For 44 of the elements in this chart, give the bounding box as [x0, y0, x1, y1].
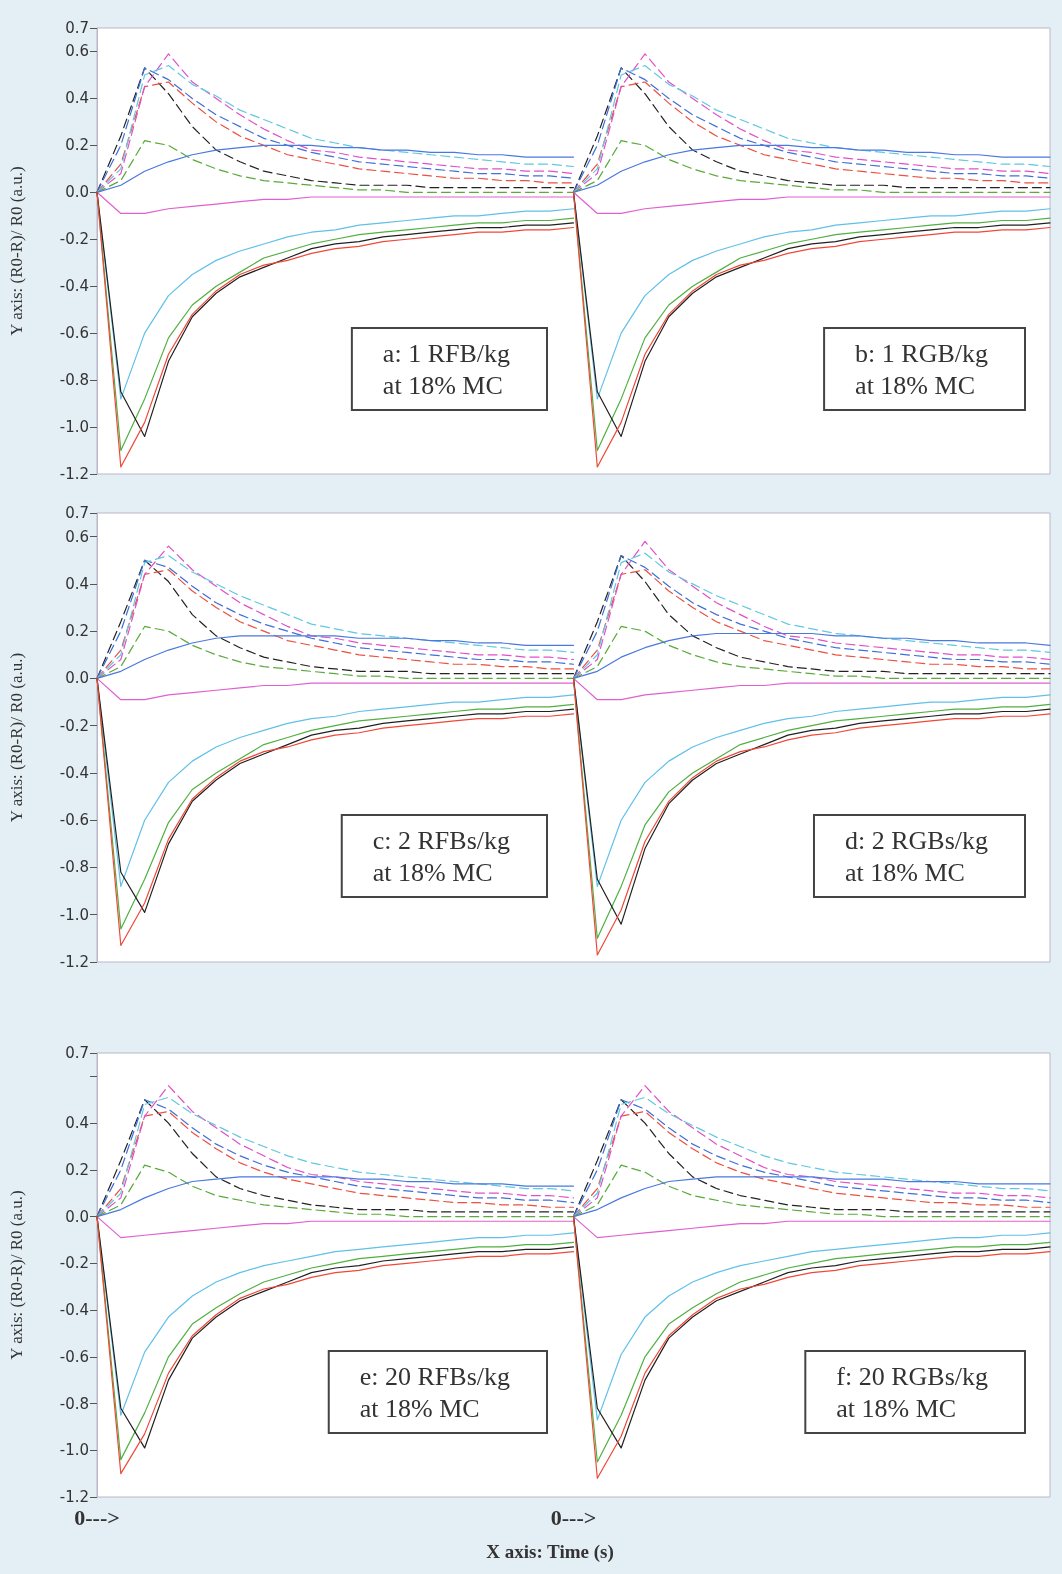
annotation: a: 1 RFB/kg at 18% MC [382, 338, 511, 400]
y-tick-label: 0.7 [65, 1044, 89, 1062]
annotation: d: 2 RGBs/kg at 18% MC [844, 825, 989, 887]
y-tick-label: -0.6 [59, 324, 89, 343]
y-tick-label: 0.6 [65, 42, 89, 61]
y-tick-label: 0.6 [65, 527, 89, 546]
y-tick-label: 0.0 [65, 183, 89, 202]
x-tick-label: 0---> [74, 1504, 120, 1530]
y-axis-title: Y axis: (R0-R)/ R0 (a.u.) [7, 652, 26, 823]
y-tick-label: -0.4 [59, 277, 89, 296]
y-tick-label: -1.2 [59, 1488, 89, 1506]
y-tick-label: -0.2 [59, 230, 89, 249]
y-tick-label: -1.2 [59, 465, 89, 483]
y-axis-title: Y axis: (R0-R)/ R0 (a.u.) [7, 1190, 26, 1360]
y-tick-label: 0.0 [65, 669, 89, 688]
y-tick-label: 0.4 [65, 1114, 89, 1133]
y-tick-label: 0.7 [65, 504, 89, 522]
y-tick-label: 0.0 [65, 1207, 89, 1226]
annotation: e: 20 RFBs/kg at 18% MC [359, 1361, 510, 1423]
x-tick-label: 0---> [550, 1504, 597, 1530]
annotation: c: 2 RFBs/kg at 18% MC [372, 825, 510, 887]
y-tick-label: 0.2 [65, 136, 89, 155]
y-tick-label: 0.4 [65, 574, 89, 593]
y-tick-label: 0.4 [65, 89, 89, 108]
y-tick-label: -0.8 [59, 858, 89, 877]
y-tick-label: -1.0 [59, 1441, 89, 1460]
y-tick-label: -0.8 [59, 1394, 89, 1413]
y-tick-label: -0.4 [59, 1301, 89, 1320]
y-tick-label: 0.2 [65, 1160, 89, 1179]
y-tick-label: -0.4 [59, 763, 89, 782]
y-tick-label: -1.0 [59, 905, 89, 924]
y-tick-label: -0.2 [59, 1254, 89, 1273]
y-tick-label: -0.6 [59, 1347, 89, 1366]
y-tick-label: -0.2 [59, 716, 89, 735]
annotation: b: 1 RGB/kg at 18% MC [855, 338, 989, 400]
y-tick-label: -1.2 [59, 953, 89, 971]
y-tick-label: -1.0 [59, 418, 89, 437]
y-tick-label: 0.2 [65, 622, 89, 641]
y-axis-title: Y axis: (R0-R)/ R0 (a.u.) [7, 166, 26, 336]
y-tick-label: -0.8 [59, 371, 89, 390]
y-tick-label: 0.7 [65, 19, 89, 37]
annotation: f: 20 RGBs/kg at 18% MC [836, 1361, 988, 1423]
x-axis-title: X axis: Time (s) [486, 1541, 614, 1563]
y-tick-label: -0.6 [59, 811, 89, 830]
